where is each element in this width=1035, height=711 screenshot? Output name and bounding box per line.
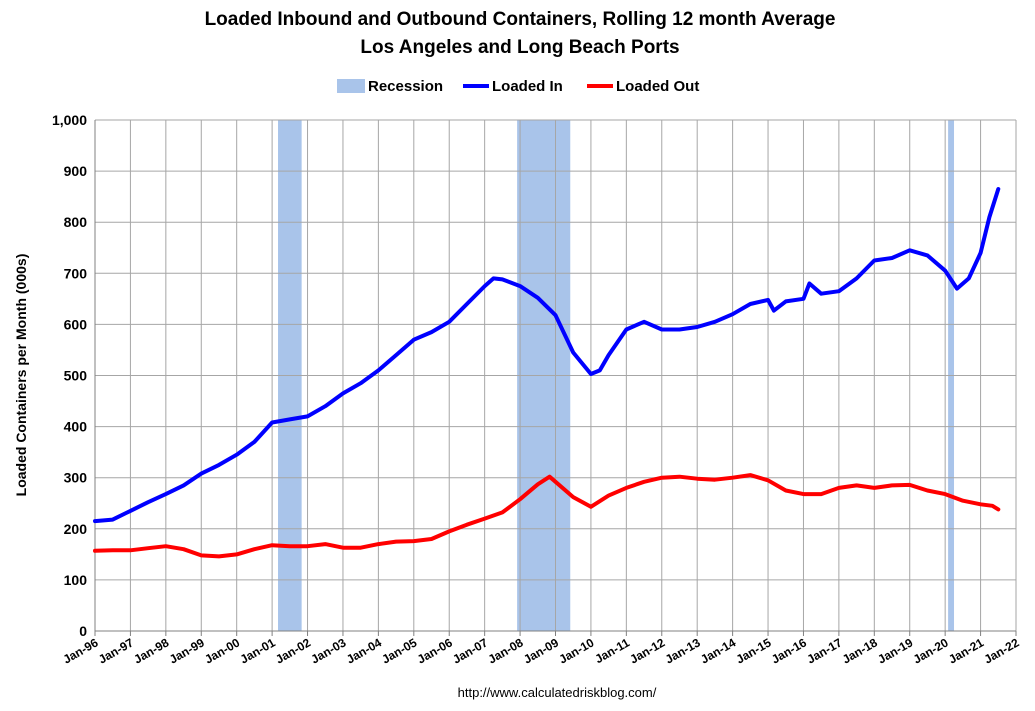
x-tick-label: Jan-15 [734, 635, 774, 666]
x-tick-label: Jan-97 [96, 635, 136, 666]
x-tick-label: Jan-14 [698, 635, 738, 666]
x-tick-label: Jan-18 [840, 635, 880, 666]
x-tick-label: Jan-22 [982, 635, 1022, 666]
chart-subtitle: Los Angeles and Long Beach Ports [360, 37, 679, 58]
legend-label-loaded-in: Loaded In [492, 78, 563, 95]
x-tick-label: Jan-04 [344, 635, 384, 666]
legend-label-loaded-out: Loaded Out [616, 78, 699, 95]
series-line-loaded-in [93, 187, 1001, 524]
x-tick-label: Jan-20 [911, 635, 951, 666]
x-tick-label: Jan-07 [450, 635, 490, 666]
y-tick-label: 500 [64, 368, 88, 384]
x-tick-label: Jan-17 [804, 635, 844, 666]
x-tick-label: Jan-11 [592, 635, 632, 666]
legend-swatch-recession [337, 79, 365, 93]
y-axis-title: Loaded Containers per Month (000s) [13, 254, 29, 497]
x-tick-label: Jan-01 [238, 635, 278, 666]
x-tick-label: Jan-13 [663, 635, 703, 666]
y-tick-label: 700 [64, 265, 88, 281]
x-tick-label: Jan-00 [202, 635, 242, 666]
legend-label-recession: Recession [368, 78, 443, 95]
x-tick-label: Jan-10 [556, 635, 596, 666]
axes [94, 120, 1017, 636]
series-lines [93, 187, 1001, 559]
x-tick-label: Jan-96 [61, 635, 101, 666]
series-line-loaded-out [93, 473, 1001, 559]
y-tick-label: 800 [64, 214, 88, 230]
gridlines [94, 119, 1017, 632]
y-tick-label: 200 [64, 521, 88, 537]
y-tick-label: 600 [64, 316, 88, 332]
source-url: http://www.calculatedriskblog.com/ [458, 685, 657, 700]
x-tick-label: Jan-08 [486, 635, 526, 666]
y-tick-label: 900 [64, 163, 88, 179]
x-tick-label: Jan-98 [131, 635, 171, 666]
y-tick-labels: 0 100 200 300 400 500 600 700 800 900 1,000 [52, 112, 87, 639]
legend: Recession Loaded In Loaded Out [337, 78, 699, 95]
x-tick-label: Jan-09 [521, 635, 561, 666]
x-tick-labels: Jan-96Jan-97Jan-98Jan-99Jan-00Jan-01Jan-… [61, 635, 1022, 666]
y-tick-label: 1,000 [52, 112, 87, 128]
x-tick-label: Jan-03 [309, 635, 349, 666]
x-tick-label: Jan-05 [379, 635, 419, 666]
x-tick-label: Jan-16 [769, 635, 809, 666]
y-tick-label: 100 [64, 572, 88, 588]
x-tick-label: Jan-06 [415, 635, 455, 666]
chart-title: Loaded Inbound and Outbound Containers, … [205, 9, 836, 30]
y-tick-label: 300 [64, 470, 88, 486]
y-tick-label: 0 [79, 623, 87, 639]
x-tick-label: Jan-19 [875, 635, 915, 666]
x-tick-label: Jan-02 [273, 635, 313, 666]
x-tick-label: Jan-99 [167, 635, 207, 666]
x-tick-label: Jan-21 [946, 635, 986, 666]
x-tick-label: Jan-12 [627, 635, 667, 666]
y-tick-label: 400 [64, 419, 88, 435]
